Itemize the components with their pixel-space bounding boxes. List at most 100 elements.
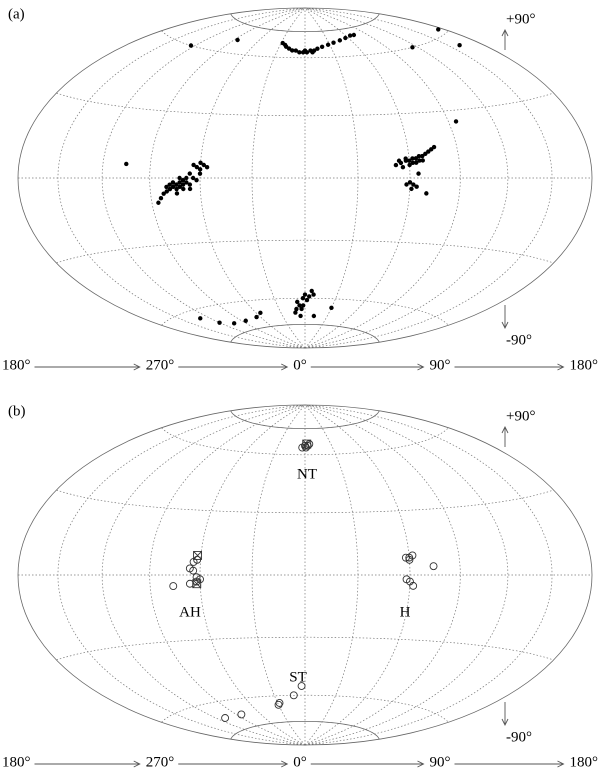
point [403, 156, 408, 161]
axis-arrow [501, 702, 509, 727]
point [331, 40, 336, 45]
point [299, 306, 304, 312]
point [274, 700, 283, 709]
point [187, 171, 192, 176]
point [407, 158, 412, 163]
point [416, 171, 421, 176]
point [243, 318, 248, 323]
point [436, 27, 441, 32]
x-tick-label: 180° [570, 357, 599, 373]
point [161, 191, 166, 196]
point [254, 314, 259, 320]
graticule [161, 427, 449, 456]
point [309, 288, 314, 294]
x-tick-label: 90° [430, 754, 451, 770]
point [297, 682, 306, 690]
point [156, 200, 161, 205]
point [167, 182, 172, 187]
x-tick-label: 180° [2, 754, 31, 770]
point [347, 33, 353, 38]
x-tick-label: 90° [430, 357, 451, 373]
point [197, 167, 203, 172]
point [187, 186, 193, 192]
point [325, 42, 331, 47]
point [184, 175, 189, 181]
point [177, 180, 182, 185]
point [198, 160, 203, 166]
graticule [230, 721, 380, 740]
point [319, 44, 325, 49]
point [169, 582, 178, 591]
axis-arrow [310, 760, 425, 768]
point [431, 144, 437, 150]
point [221, 714, 230, 722]
point [405, 555, 414, 564]
x-tick-label: 270° [146, 754, 175, 770]
region-label: ST [289, 669, 307, 685]
point [192, 573, 201, 582]
point [293, 48, 299, 53]
axis-arrow [34, 363, 141, 371]
point [297, 50, 302, 55]
point [302, 48, 308, 53]
point [167, 186, 173, 192]
point [189, 566, 198, 575]
point [305, 440, 314, 448]
panel: (b) 180° 270° 0° 90° 180° +90° -90° NT AH H ST [2, 403, 598, 770]
point [297, 303, 302, 308]
point [194, 164, 200, 170]
point [188, 43, 194, 48]
point [282, 42, 288, 48]
point [329, 305, 334, 311]
point [300, 303, 306, 308]
point [158, 195, 164, 201]
point [410, 156, 415, 161]
point [170, 184, 176, 190]
point [315, 46, 320, 51]
point [180, 182, 186, 187]
axis-arrow [178, 363, 289, 371]
point [193, 550, 203, 560]
point [174, 182, 179, 187]
point [231, 321, 237, 326]
point [420, 158, 425, 163]
graticule [161, 30, 449, 59]
panel-label: (b) [8, 403, 26, 419]
map-outline [17, 7, 593, 349]
axis-arrow [454, 363, 565, 371]
point [192, 579, 202, 589]
point [429, 562, 438, 571]
point [409, 581, 418, 590]
point [423, 151, 428, 157]
point [410, 160, 416, 165]
point [298, 313, 303, 319]
point [400, 164, 406, 170]
graticule [230, 410, 380, 429]
point [337, 38, 343, 43]
graticule [56, 489, 554, 514]
point [217, 320, 222, 325]
point [198, 316, 203, 321]
x-tick-label: 270° [146, 357, 175, 373]
point [411, 182, 416, 187]
point [343, 35, 348, 41]
point [424, 191, 429, 196]
point [393, 162, 399, 168]
graticule [230, 324, 380, 343]
region-label: AH [179, 604, 201, 620]
axis-arrow [178, 760, 289, 768]
point [174, 191, 180, 196]
point [396, 158, 402, 163]
x-tick-label: 180° [2, 357, 31, 373]
graticule [230, 13, 380, 32]
point [237, 710, 246, 719]
point [310, 50, 315, 55]
point [302, 292, 308, 297]
point [197, 171, 203, 176]
point [416, 153, 422, 159]
point [295, 299, 300, 305]
axis-arrow [501, 425, 509, 447]
point [414, 160, 419, 165]
point [409, 186, 414, 192]
